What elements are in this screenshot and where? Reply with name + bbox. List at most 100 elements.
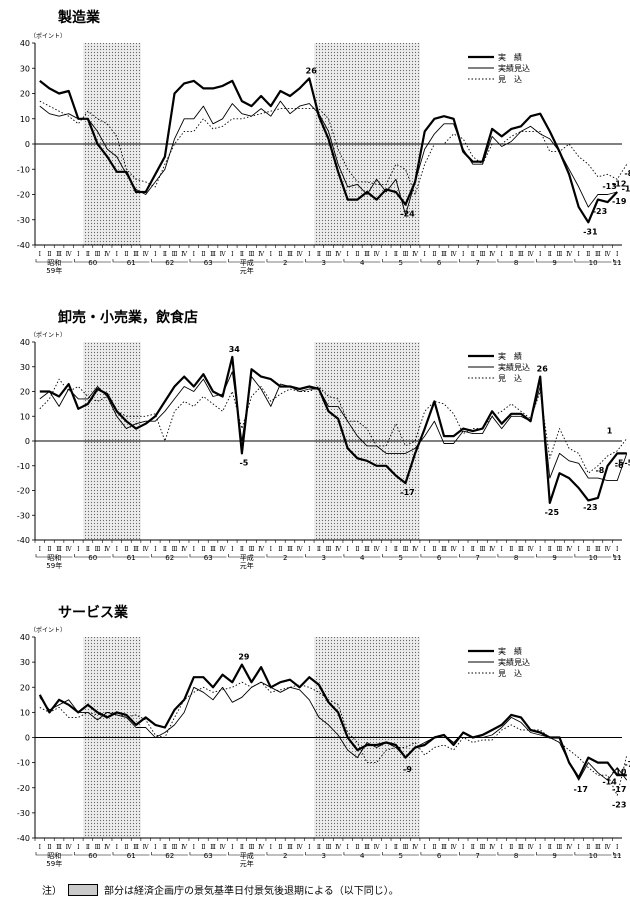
- quarter-label: Ⅳ: [374, 251, 381, 258]
- quarter-label: Ⅲ: [480, 251, 486, 258]
- quarter-label: Ⅰ: [578, 251, 581, 258]
- quarter-label: Ⅳ: [335, 251, 342, 258]
- y-tick-label: 40: [20, 39, 30, 48]
- year-label: 3: [321, 259, 325, 267]
- quarter-label: Ⅳ: [104, 546, 111, 553]
- quarter-label: Ⅱ: [355, 844, 359, 851]
- data-label: -14: [602, 778, 617, 787]
- quarter-label: Ⅳ: [489, 546, 496, 553]
- year-bracket: [266, 259, 304, 263]
- year-label: 8: [514, 554, 518, 562]
- data-label: 1: [607, 427, 613, 436]
- year-bracket: [497, 852, 535, 856]
- series-line-2: [39, 371, 628, 482]
- quarter-label: Ⅳ: [297, 844, 304, 851]
- quarter-label: Ⅲ: [287, 251, 293, 258]
- series-line-3: [39, 378, 628, 474]
- data-label: 29: [238, 653, 250, 662]
- quarter-label: Ⅰ: [154, 251, 157, 258]
- data-label: -8: [624, 169, 630, 178]
- year-bracket: [459, 852, 496, 856]
- footnote: 注） 部分は経済企画庁の景気基準日付景気後退期による（以下同じ）。: [42, 882, 399, 897]
- quarter-label: Ⅳ: [66, 251, 73, 258]
- quarter-label: Ⅰ: [385, 546, 388, 553]
- quarter-label: Ⅲ: [210, 844, 216, 851]
- quarter-label: Ⅱ: [47, 251, 51, 258]
- quarter-label: Ⅳ: [412, 844, 419, 851]
- year-bracket: [35, 554, 73, 558]
- year-label: 3: [321, 554, 325, 562]
- year-bracket: [112, 554, 150, 558]
- quarter-label: Ⅱ: [394, 251, 398, 258]
- year-bracket: [189, 554, 227, 558]
- quarter-label: Ⅰ: [424, 546, 427, 553]
- quarter-label: Ⅰ: [578, 546, 581, 553]
- y-tick-label: -40: [17, 536, 30, 545]
- quarter-label: Ⅰ: [424, 251, 427, 258]
- year-label: 昭和: [47, 258, 61, 267]
- quarter-label: Ⅲ: [249, 546, 255, 553]
- quarter-label: Ⅲ: [249, 251, 255, 258]
- quarter-label: Ⅲ: [518, 546, 524, 553]
- year-label: 11: [613, 554, 622, 562]
- quarter-label: Ⅱ: [47, 844, 51, 851]
- quarter-label: Ⅰ: [462, 546, 465, 553]
- quarter-label: Ⅰ: [539, 546, 542, 553]
- legend-label: 見 込: [498, 374, 522, 383]
- quarter-label: Ⅰ: [616, 251, 619, 258]
- quarter-label: Ⅰ: [308, 546, 311, 553]
- quarter-label: Ⅳ: [605, 844, 612, 851]
- quarter-label: Ⅳ: [104, 844, 111, 851]
- quarter-label: Ⅲ: [595, 546, 601, 553]
- series-line-2: [39, 100, 618, 216]
- quarter-label: Ⅰ: [116, 844, 119, 851]
- quarter-label: Ⅲ: [95, 251, 101, 258]
- year-bracket: [536, 554, 573, 558]
- quarter-label: Ⅳ: [258, 546, 265, 553]
- year-bracket: [574, 259, 612, 263]
- year-bracket: [536, 852, 573, 856]
- year-label: 6: [437, 259, 442, 267]
- year-bracket: [305, 259, 342, 263]
- year-bracket: [112, 259, 150, 263]
- year-label: 9: [552, 259, 556, 267]
- y-tick-label: 30: [20, 658, 30, 667]
- quarter-label: Ⅳ: [258, 844, 265, 851]
- y-tick-label: -10: [17, 462, 30, 471]
- year-label: 元年: [240, 859, 254, 868]
- data-label: -23: [612, 800, 626, 809]
- year-label: 7: [475, 554, 479, 562]
- quarter-label: Ⅳ: [297, 546, 304, 553]
- quarter-label: Ⅱ: [509, 546, 513, 553]
- quarter-label: Ⅰ: [77, 546, 80, 553]
- quarter-label: Ⅳ: [605, 546, 612, 553]
- quarter-label: Ⅳ: [104, 251, 111, 258]
- quarter-label: Ⅰ: [616, 546, 619, 553]
- quarter-label: Ⅰ: [77, 251, 80, 258]
- quarter-label: Ⅰ: [116, 546, 119, 553]
- quarter-label: Ⅲ: [364, 844, 370, 851]
- year-bracket: [228, 852, 265, 856]
- quarter-label: Ⅲ: [595, 251, 601, 258]
- year-label: 平成: [240, 258, 254, 267]
- y-unit-label: （ポイント）: [30, 626, 66, 634]
- quarter-label: Ⅱ: [394, 546, 398, 553]
- data-label: 26: [537, 365, 549, 374]
- quarter-label: Ⅱ: [201, 546, 205, 553]
- year-bracket: [305, 554, 342, 558]
- year-bracket: [343, 852, 381, 856]
- year-bracket: [35, 259, 73, 263]
- quarter-label: Ⅱ: [317, 251, 321, 258]
- year-label: 8: [514, 259, 518, 267]
- quarter-label: Ⅳ: [528, 546, 535, 553]
- year-label: 11: [613, 852, 622, 860]
- y-unit-label: （ポイント）: [30, 331, 66, 339]
- quarter-label: Ⅲ: [95, 546, 101, 553]
- year-bracket: [189, 852, 227, 856]
- series-line-3: [39, 100, 628, 195]
- quarter-label: Ⅳ: [489, 844, 496, 851]
- quarter-label: Ⅱ: [509, 844, 513, 851]
- quarter-label: Ⅳ: [528, 251, 535, 258]
